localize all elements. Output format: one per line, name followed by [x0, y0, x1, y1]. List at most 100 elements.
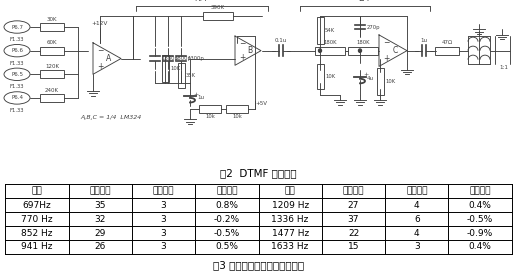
Text: F1.33: F1.33	[10, 61, 24, 66]
Text: 22: 22	[348, 229, 359, 238]
Text: 30K: 30K	[47, 17, 57, 22]
Text: 1633 Hz: 1633 Hz	[271, 242, 309, 251]
Text: 35K: 35K	[186, 73, 196, 78]
Text: 10K: 10K	[385, 79, 395, 84]
Ellipse shape	[4, 44, 30, 57]
Text: 697Hz: 697Hz	[22, 201, 51, 210]
Text: 采样点数: 采样点数	[343, 187, 364, 196]
Text: 770 Hz: 770 Hz	[21, 215, 53, 224]
Text: 35: 35	[95, 201, 106, 210]
Text: 0.1u: 0.1u	[275, 38, 287, 43]
Text: −: −	[239, 39, 246, 48]
Text: A: A	[107, 54, 112, 63]
Bar	[40, 47, 64, 55]
Text: F1.33: F1.33	[10, 108, 24, 113]
Text: +: +	[193, 92, 198, 97]
Text: 1209 Hz: 1209 Hz	[271, 201, 309, 210]
Text: P6.7: P6.7	[11, 25, 23, 30]
Text: −: −	[97, 46, 103, 55]
Bar	[316, 64, 324, 89]
Text: 1300p: 1300p	[188, 56, 204, 61]
Text: 270p: 270p	[367, 25, 380, 30]
Text: 10k: 10k	[205, 115, 215, 120]
Text: 0.4%: 0.4%	[469, 201, 492, 210]
Text: 1u: 1u	[420, 38, 428, 43]
Text: LPF: LPF	[358, 0, 372, 3]
Text: 4u: 4u	[367, 76, 374, 81]
Text: 47Ω: 47Ω	[442, 40, 452, 45]
Text: 波形周期: 波形周期	[153, 187, 174, 196]
Text: +5V: +5V	[255, 101, 267, 106]
Text: 4: 4	[414, 201, 420, 210]
Text: 10k: 10k	[232, 115, 242, 120]
Text: 941 Hz: 941 Hz	[21, 242, 53, 251]
Text: 波形周期: 波形周期	[406, 187, 428, 196]
Bar	[348, 47, 378, 55]
Bar	[203, 12, 233, 20]
Text: 180K: 180K	[323, 40, 337, 45]
Text: 180K: 180K	[356, 40, 370, 45]
Text: 3: 3	[161, 215, 166, 224]
Circle shape	[318, 49, 322, 52]
Bar	[315, 47, 345, 55]
Circle shape	[318, 49, 322, 52]
Text: B: B	[248, 46, 253, 55]
Text: 3: 3	[161, 201, 166, 210]
Text: +12V: +12V	[92, 21, 108, 26]
Bar	[435, 47, 459, 55]
Text: HPF: HPF	[194, 0, 209, 3]
Text: 390K: 390K	[211, 6, 225, 10]
Text: 4: 4	[414, 229, 420, 238]
Text: 37: 37	[348, 215, 359, 224]
Text: 26: 26	[95, 242, 106, 251]
Text: 3: 3	[161, 229, 166, 238]
Text: 采样点数: 采样点数	[89, 187, 111, 196]
Bar	[40, 94, 64, 102]
Text: 频率: 频率	[285, 187, 296, 196]
Text: 852 Hz: 852 Hz	[21, 229, 53, 238]
Text: +: +	[97, 62, 103, 71]
Text: −: −	[383, 38, 389, 47]
Text: 1336 Hz: 1336 Hz	[271, 215, 309, 224]
Bar	[177, 63, 185, 88]
Text: -0.9%: -0.9%	[467, 229, 493, 238]
Text: P6.5: P6.5	[11, 72, 23, 77]
Bar	[316, 17, 324, 44]
Text: 图3 正弦表采样点数及频率误差: 图3 正弦表采样点数及频率误差	[213, 261, 304, 270]
Text: C: C	[392, 46, 398, 55]
Text: 32: 32	[95, 215, 106, 224]
Text: 0.8%: 0.8%	[216, 201, 238, 210]
Text: -0.5%: -0.5%	[214, 229, 240, 238]
Text: -0.2%: -0.2%	[214, 215, 240, 224]
Text: 频率误差: 频率误差	[216, 187, 238, 196]
Text: 1:1: 1:1	[499, 65, 508, 70]
Text: 1880p: 1880p	[161, 56, 178, 61]
Text: 0.4%: 0.4%	[469, 242, 492, 251]
Text: 频率误差: 频率误差	[469, 187, 491, 196]
Text: 1u: 1u	[197, 95, 204, 100]
Text: 10K: 10K	[325, 74, 335, 79]
Circle shape	[358, 49, 361, 52]
Text: P6.6: P6.6	[11, 48, 23, 53]
Text: F1.33: F1.33	[10, 84, 24, 89]
Text: 15: 15	[348, 242, 359, 251]
Text: 10K: 10K	[170, 66, 180, 71]
Text: 3: 3	[414, 242, 420, 251]
Text: 频率: 频率	[32, 187, 42, 196]
Ellipse shape	[4, 92, 30, 104]
Ellipse shape	[4, 68, 30, 81]
Bar	[376, 68, 384, 95]
Bar	[199, 105, 221, 113]
Text: 240K: 240K	[45, 88, 59, 93]
Text: 1800p: 1800p	[175, 56, 191, 61]
Bar	[226, 105, 248, 113]
Text: F1.33: F1.33	[10, 37, 24, 42]
Text: 1477 Hz: 1477 Hz	[271, 229, 309, 238]
Text: 3: 3	[161, 242, 166, 251]
Text: 120K: 120K	[45, 64, 59, 69]
Text: 6: 6	[414, 215, 420, 224]
Bar	[40, 70, 64, 78]
Text: 60K: 60K	[47, 40, 57, 45]
Text: A,B,C = 1/4  LM324: A,B,C = 1/4 LM324	[80, 115, 141, 120]
Bar	[40, 23, 64, 31]
